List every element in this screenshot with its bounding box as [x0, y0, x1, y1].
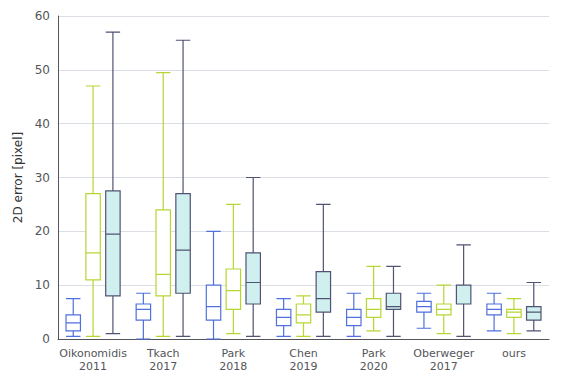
svg-text:2020: 2020 [360, 360, 388, 373]
svg-text:20: 20 [35, 224, 50, 238]
svg-text:2017: 2017 [430, 360, 458, 373]
svg-text:Oikonomidis: Oikonomidis [59, 347, 127, 360]
svg-text:30: 30 [35, 171, 50, 185]
svg-text:50: 50 [35, 63, 50, 77]
svg-text:2019: 2019 [290, 360, 318, 373]
svg-text:Oberweger: Oberweger [413, 347, 474, 360]
svg-text:0: 0 [42, 332, 50, 346]
svg-text:2017: 2017 [149, 360, 177, 373]
svg-text:40: 40 [35, 117, 50, 131]
svg-text:60: 60 [35, 9, 50, 23]
svg-text:ours: ours [502, 347, 526, 360]
svg-text:Tkach: Tkach [146, 347, 180, 360]
svg-text:2D error [pixel]: 2D error [pixel] [11, 132, 25, 223]
svg-text:2018: 2018 [219, 360, 247, 373]
svg-text:Park: Park [221, 347, 245, 360]
svg-text:Park: Park [362, 347, 386, 360]
svg-text:10: 10 [35, 278, 50, 292]
svg-text:Chen: Chen [289, 347, 317, 360]
svg-text:2011: 2011 [79, 360, 107, 373]
